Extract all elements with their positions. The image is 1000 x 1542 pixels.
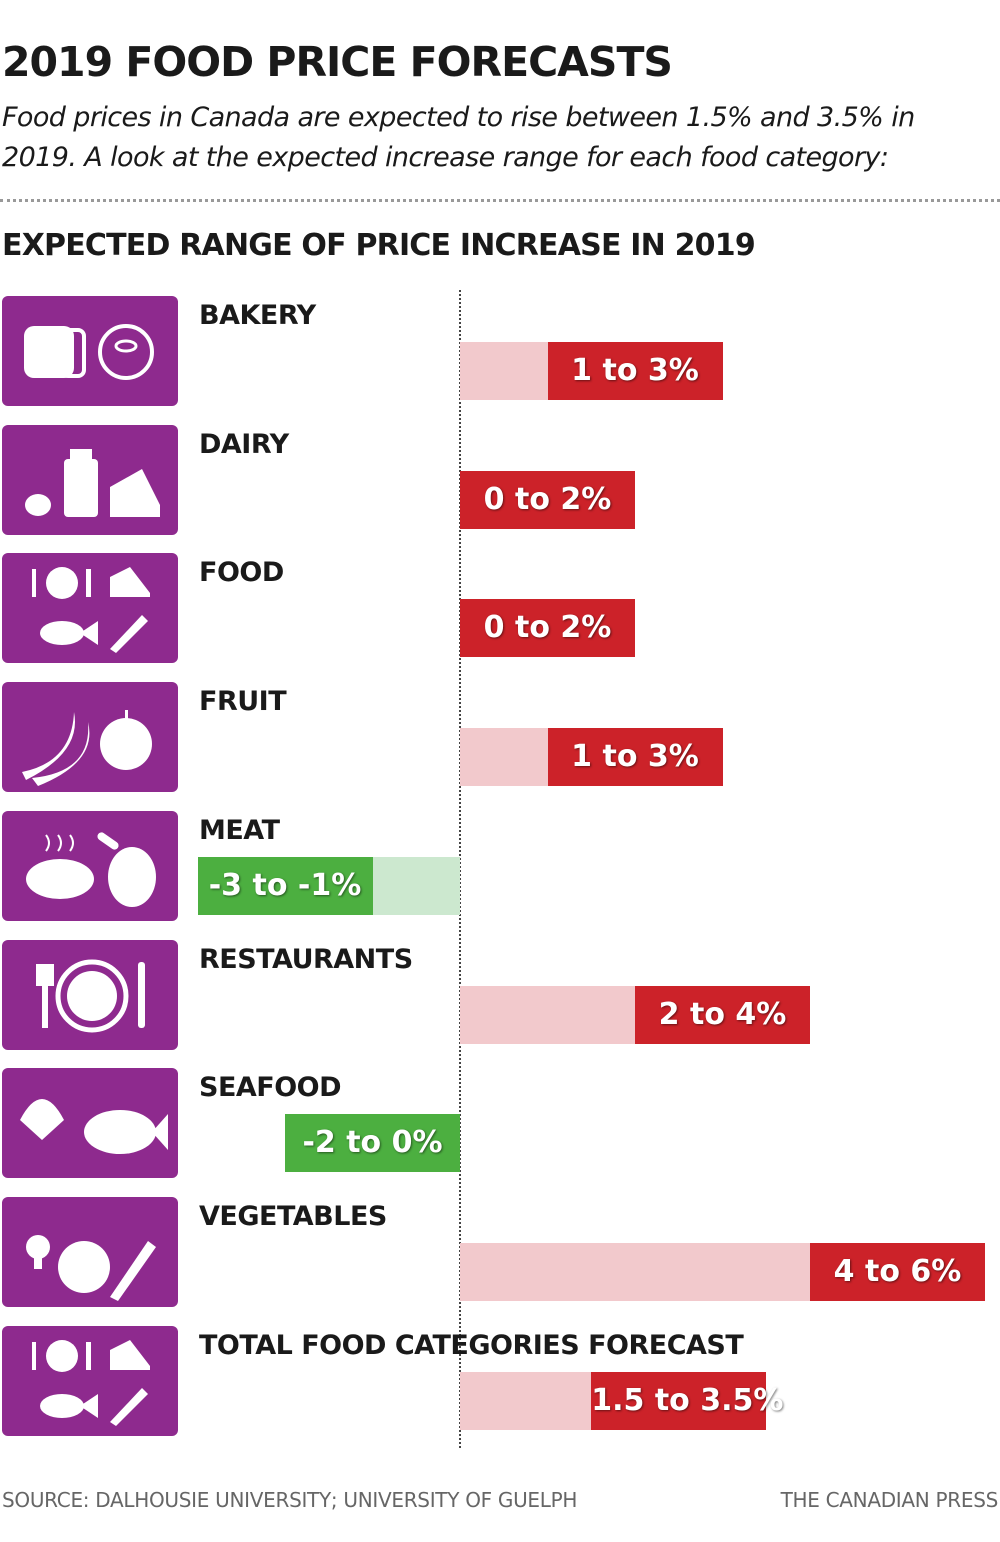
credit: THE CANADIAN PRESS bbox=[780, 1488, 999, 1512]
vegetables-icon bbox=[2, 1196, 178, 1307]
food-mix-icon bbox=[2, 1325, 178, 1436]
category-label: DAIRY bbox=[199, 428, 289, 460]
range-label: 2 to 4% bbox=[658, 996, 787, 1032]
range-label: 1 to 3% bbox=[571, 353, 699, 388]
category-label: MEAT bbox=[199, 814, 280, 846]
range-lead-bar bbox=[460, 1371, 592, 1430]
range-label: 1 to 3% bbox=[571, 739, 699, 775]
range-bar bbox=[285, 1114, 460, 1173]
range-lead-bar bbox=[460, 342, 548, 400]
range-label: 4 to 6% bbox=[833, 1253, 962, 1289]
range-label: -2 to 0% bbox=[302, 1125, 443, 1161]
milk-cheese-icon bbox=[2, 424, 178, 535]
range-lead-bar bbox=[460, 728, 548, 787]
food-mix-icon bbox=[2, 553, 178, 664]
subtitle: Food prices in Canada are expected to ri… bbox=[2, 102, 915, 173]
banana-apple-icon bbox=[2, 682, 178, 793]
bread-donut-icon bbox=[2, 296, 178, 406]
range-lead-bar bbox=[460, 1242, 810, 1301]
category-label: FOOD bbox=[199, 557, 284, 589]
range-label: 0 to 2% bbox=[483, 610, 612, 646]
source-note: SOURCE: DALHOUSIE UNIVERSITY; UNIVERSITY… bbox=[2, 1488, 578, 1512]
range-bar bbox=[460, 470, 635, 529]
range-bar bbox=[197, 856, 373, 915]
range-lead-bar bbox=[372, 856, 460, 915]
category-label: VEGETABLES bbox=[199, 1200, 387, 1232]
chart-title: EXPECTED RANGE OF PRICE INCREASE IN 2019 bbox=[2, 228, 756, 263]
category-label: RESTAURANTS bbox=[199, 943, 413, 975]
category-label: SEAFOOD bbox=[199, 1072, 342, 1104]
range-bar bbox=[547, 342, 723, 400]
range-bar bbox=[810, 1242, 985, 1301]
page-title: 2019 FOOD PRICE FORECASTS bbox=[2, 38, 673, 86]
range-bar bbox=[460, 599, 635, 658]
range-label: 1.5 to 3.5% bbox=[591, 1382, 784, 1418]
range-bar bbox=[635, 985, 810, 1044]
divider bbox=[0, 199, 1000, 202]
shell-fish-icon bbox=[2, 1068, 178, 1179]
range-lead-bar bbox=[460, 985, 635, 1044]
category-label: TOTAL FOOD CATEGORIES FORECAST bbox=[199, 1329, 744, 1361]
range-bar bbox=[591, 1371, 767, 1430]
zero-line bbox=[459, 290, 461, 1448]
steak-drumstick-icon bbox=[2, 810, 178, 921]
range-label: 0 to 2% bbox=[483, 481, 612, 517]
range-label: -3 to -1% bbox=[208, 867, 362, 903]
category-label: BAKERY bbox=[199, 300, 316, 331]
plate-cutlery-icon bbox=[2, 939, 178, 1050]
range-bar bbox=[547, 728, 723, 787]
category-label: FRUIT bbox=[199, 686, 287, 718]
